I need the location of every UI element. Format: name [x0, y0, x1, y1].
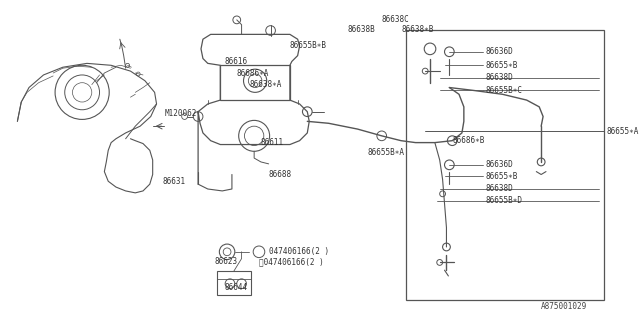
Text: 86655B∗B: 86655B∗B	[290, 42, 327, 51]
Text: 86638C: 86638C	[381, 15, 410, 24]
Text: 86686∗B: 86686∗B	[452, 136, 484, 145]
Bar	[406, 29, 604, 300]
Text: 86688: 86688	[269, 170, 292, 179]
Text: 047406166(2 ): 047406166(2 )	[269, 247, 329, 256]
Text: 86631: 86631	[163, 177, 186, 186]
Bar	[220, 65, 290, 100]
Text: 86623: 86623	[214, 257, 237, 266]
Text: 86655∗B: 86655∗B	[485, 61, 518, 70]
Text: 86636D: 86636D	[485, 160, 513, 169]
Text: 86611: 86611	[261, 138, 284, 147]
Text: 86638B: 86638B	[348, 25, 376, 34]
Text: 86655∗A: 86655∗A	[607, 126, 639, 135]
Text: M120062: M120062	[164, 109, 196, 118]
Bar	[218, 271, 252, 295]
Text: 86644: 86644	[224, 283, 247, 292]
Text: 86655B∗A: 86655B∗A	[367, 148, 404, 157]
Text: Ⓢ047406166(2 ): Ⓢ047406166(2 )	[259, 257, 324, 266]
Text: 86616: 86616	[224, 57, 247, 66]
Text: 86638∗A: 86638∗A	[250, 80, 282, 89]
Text: 86638D: 86638D	[485, 73, 513, 82]
Text: 86655B∗C: 86655B∗C	[485, 86, 522, 95]
Text: 86655∗B: 86655∗B	[485, 172, 518, 181]
Text: 86636D: 86636D	[485, 47, 513, 56]
Text: A875001029: A875001029	[541, 302, 588, 311]
Text: 86638D: 86638D	[485, 185, 513, 194]
Text: 86686∗A: 86686∗A	[237, 68, 269, 77]
Text: 86638∗B: 86638∗B	[401, 25, 433, 34]
Text: 86655B∗D: 86655B∗D	[485, 196, 522, 205]
